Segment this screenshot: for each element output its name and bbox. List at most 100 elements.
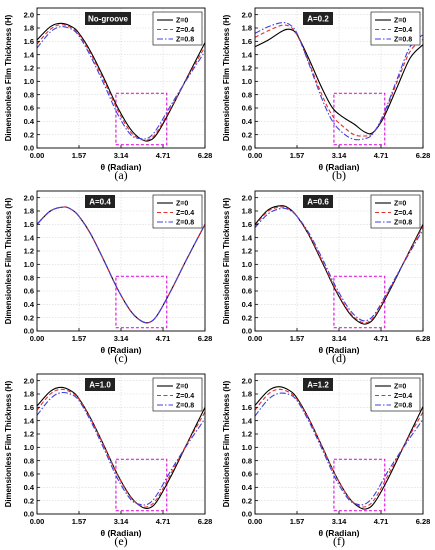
y-tick-label: 0.2 <box>242 130 252 139</box>
highlight-box <box>115 275 168 329</box>
x-axis-title: θ (Radian) <box>101 345 142 355</box>
y-tick-label: 0.6 <box>24 104 34 113</box>
x-axis-title: θ (Radian) <box>319 528 360 538</box>
highlight-box <box>115 92 168 146</box>
x-tick-label: 3.14 <box>332 517 347 526</box>
y-tick-label: 1.2 <box>242 64 252 73</box>
annotation-label: A=0.2 <box>307 15 329 24</box>
y-tick-label: 0.0 <box>242 510 252 519</box>
x-tick-label: 3.14 <box>332 151 347 160</box>
legend-label: Z=0 <box>394 384 406 391</box>
x-tick-label: 4.71 <box>374 334 389 343</box>
x-tick-label: 6.28 <box>416 151 431 160</box>
legend-label: Z=0 <box>394 201 406 208</box>
legend-label: Z=0.8 <box>394 403 412 410</box>
x-tick-label: 1.57 <box>72 151 87 160</box>
y-tick-label: 1.6 <box>24 403 34 412</box>
y-tick-label: 0.8 <box>242 456 252 465</box>
chart-panel-f: 0.00 1.57 3.14 4.71 6.28 0.0 0.2 0.4 0.6 0.8 1.0 1.… <box>218 366 435 549</box>
y-tick-label: 1.0 <box>242 443 252 452</box>
panel-caption: (c) <box>114 351 127 365</box>
x-tick-label: 0.00 <box>248 334 263 343</box>
chart-d-plot: 0.00 1.57 3.14 4.71 6.28 0.0 0.2 0.4 0.6 0.8 1.0 1.… <box>222 190 431 365</box>
panel-caption: (e) <box>114 534 127 548</box>
x-axis-title: θ (Radian) <box>101 162 142 172</box>
y-tick-label: 0.4 <box>242 483 253 492</box>
y-tick-label: 1.4 <box>242 416 253 425</box>
y-tick-label: 0.0 <box>24 144 34 153</box>
x-tick-label: 4.71 <box>374 517 389 526</box>
y-tick-label: 1.0 <box>24 443 34 452</box>
legend-label: Z=0.8 <box>394 37 412 44</box>
legend-label: Z=0.4 <box>394 393 412 400</box>
x-tick-label: 3.14 <box>114 151 129 160</box>
y-tick-label: 1.8 <box>24 24 34 33</box>
x-axis-title: θ (Radian) <box>319 162 360 172</box>
y-tick-label: 1.6 <box>24 220 34 229</box>
legend-label: Z=0.8 <box>394 220 412 227</box>
y-tick-label: 1.4 <box>24 416 35 425</box>
y-tick-label: 0.4 <box>242 300 253 309</box>
y-tick-label: 2.0 <box>24 193 34 202</box>
chart-panel-b: 0.00 1.57 3.14 4.71 6.28 0.0 0.2 0.4 0.6 0.8 1.0 1.… <box>218 0 435 183</box>
y-tick-label: 1.8 <box>242 207 252 216</box>
y-tick-label: 0.4 <box>24 483 35 492</box>
x-tick-label: 6.28 <box>416 334 431 343</box>
series-line-z-0 <box>36 22 206 142</box>
series-line-z-0-4 <box>36 388 206 508</box>
panel-caption: (a) <box>114 168 127 182</box>
y-tick-label: 1.6 <box>242 220 252 229</box>
y-tick-label: 1.8 <box>24 207 34 216</box>
annotation-label: A=1.0 <box>89 381 111 390</box>
y-tick-label: 1.2 <box>242 247 252 256</box>
y-axis-title: Dimensionless Film Thickness (H) <box>4 380 13 507</box>
panel-caption: (f) <box>333 534 345 548</box>
legend-label: Z=0.4 <box>394 210 412 217</box>
annotation-box <box>303 378 333 391</box>
y-tick-label: 0.8 <box>24 456 34 465</box>
highlight-box <box>333 458 386 512</box>
y-tick-label: 1.2 <box>24 64 34 73</box>
series-line-z-0-8 <box>254 207 424 322</box>
chart-f-plot: 0.00 1.57 3.14 4.71 6.28 0.0 0.2 0.4 0.6 0.8 1.0 1.… <box>222 373 430 548</box>
panel-caption: (b) <box>332 168 346 182</box>
y-tick-label: 0.6 <box>242 470 252 479</box>
series-line-z-0-8 <box>254 392 424 506</box>
highlight-box <box>333 92 386 146</box>
y-tick-label: 0.2 <box>24 130 34 139</box>
chart-panel-a: 0.00 1.57 3.14 4.71 6.28 0.0 0.2 0.4 0.6 0.8 1.0 1.… <box>0 0 217 183</box>
y-axis-title: Dimensionless Film Thickness (H) <box>222 14 231 141</box>
y-axis-title: Dimensionless Film Thickness (H) <box>4 14 13 141</box>
panel-caption: (d) <box>332 351 346 365</box>
y-tick-label: 0.6 <box>24 287 34 296</box>
chart-panel-d: 0.00 1.57 3.14 4.71 6.28 0.0 0.2 0.4 0.6 0.8 1.0 1.… <box>218 183 435 366</box>
chart-e-plot: 0.00 1.57 3.14 4.71 6.28 0.0 0.2 0.4 0.6 0.8 1.0 1.… <box>4 373 212 548</box>
y-axis-title: Dimensionless Film Thickness (H) <box>4 197 13 324</box>
x-tick-label: 4.71 <box>156 517 171 526</box>
chart-c-plot: 0.00 1.57 3.14 4.71 6.28 0.0 0.2 0.4 0.6 0.8 1.0 1.… <box>4 190 212 365</box>
series-line-z-0-8 <box>36 206 206 324</box>
legend-label: Z=0 <box>176 18 188 25</box>
legend-label: Z=0.8 <box>176 403 194 410</box>
annotation-label: No-groove <box>88 15 129 24</box>
y-tick-label: 0.0 <box>24 327 34 336</box>
y-tick-label: 0.6 <box>242 287 252 296</box>
chart-panel-e: 0.00 1.57 3.14 4.71 6.28 0.0 0.2 0.4 0.6 0.8 1.0 1.… <box>0 366 217 549</box>
legend-label: Z=0.4 <box>176 393 194 400</box>
y-tick-label: 2.0 <box>242 10 252 19</box>
series-line-z-0-8 <box>36 391 206 506</box>
y-tick-label: 0.4 <box>24 300 35 309</box>
x-tick-label: 1.57 <box>72 517 87 526</box>
legend-label: Z=0 <box>176 384 188 391</box>
y-tick-label: 2.0 <box>24 10 34 19</box>
y-tick-label: 1.6 <box>242 37 252 46</box>
chart-a-plot: 0.00 1.57 3.14 4.71 6.28 0.0 0.2 0.4 0.6 0.8 1.0 1.… <box>4 7 212 182</box>
y-axis-title: Dimensionless Film Thickness (H) <box>222 380 231 507</box>
y-tick-label: 0.2 <box>242 313 252 322</box>
y-tick-label: 2.0 <box>242 193 252 202</box>
x-tick-label: 0.00 <box>30 151 45 160</box>
annotation-label: A=0.4 <box>89 198 111 207</box>
legend-label: Z=0.8 <box>176 220 194 227</box>
chart-panel-c: 0.00 1.57 3.14 4.71 6.28 0.0 0.2 0.4 0.6 0.8 1.0 1.… <box>0 183 217 366</box>
y-tick-label: 1.2 <box>24 247 34 256</box>
